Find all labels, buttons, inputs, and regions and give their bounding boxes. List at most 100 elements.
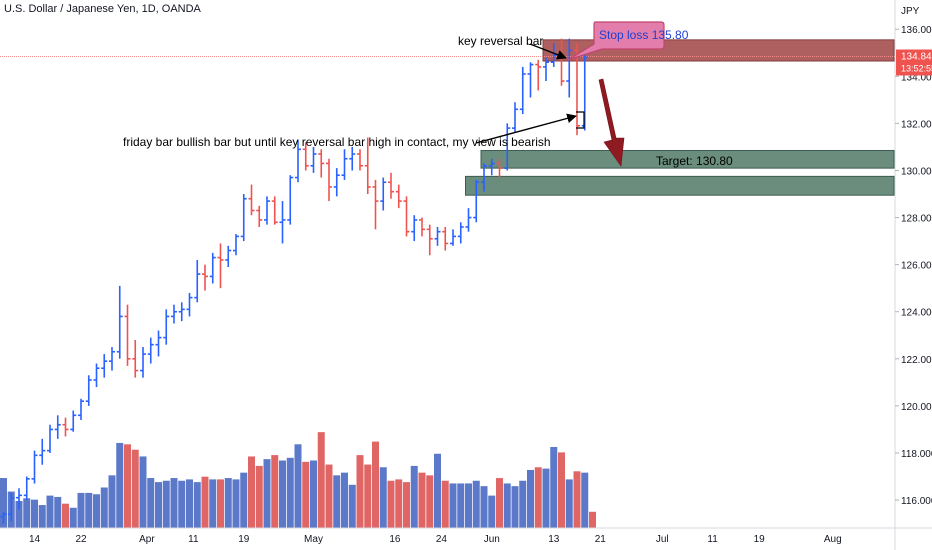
volume-bar bbox=[232, 479, 240, 528]
ohlc-bar bbox=[411, 215, 418, 242]
ohlc-bar bbox=[326, 158, 332, 202]
zones bbox=[465, 39, 895, 196]
ohlc-bar bbox=[395, 184, 402, 209]
volume-bar bbox=[511, 486, 519, 528]
last-price-value: 134.842 bbox=[901, 52, 932, 63]
volume-bar bbox=[333, 475, 341, 528]
y-tick-label: 116.000 bbox=[901, 496, 932, 507]
volume-bar bbox=[534, 467, 542, 528]
target-label: Target: 130.80 bbox=[656, 154, 733, 168]
y-tick-label: 130.000 bbox=[901, 166, 932, 177]
ohlc-bar bbox=[23, 476, 30, 501]
chart-title: U.S. Dollar / Japanese Yen, 1D, OANDA bbox=[4, 3, 201, 15]
ohlc-bar bbox=[0, 511, 7, 524]
ohlc-bar bbox=[39, 438, 46, 465]
zone-target bbox=[480, 149, 895, 169]
volume-bar bbox=[341, 472, 348, 528]
ohlc-bar bbox=[318, 149, 325, 178]
volume-bar bbox=[93, 494, 100, 528]
volume-bar bbox=[62, 503, 69, 528]
x-tick-label: 24 bbox=[436, 534, 448, 545]
volume-bar bbox=[403, 482, 410, 528]
ohlc-bar bbox=[380, 177, 387, 211]
ohlc-bar bbox=[341, 149, 348, 180]
volume-bar bbox=[217, 479, 224, 528]
ohlc-bar bbox=[271, 196, 278, 225]
volume-bar bbox=[573, 471, 581, 528]
volume-bar bbox=[15, 501, 23, 528]
ohlc-bar bbox=[217, 243, 224, 289]
ohlc-bar bbox=[372, 179, 379, 230]
ohlc-bar bbox=[101, 354, 108, 378]
volume-bar bbox=[77, 492, 85, 528]
ohlc-bar bbox=[512, 102, 518, 133]
volume-bar bbox=[550, 447, 558, 528]
bar-countdown: 13:52:55 bbox=[901, 64, 932, 74]
volume-bar bbox=[589, 511, 596, 528]
y-tick-label: 132.000 bbox=[901, 119, 932, 130]
target-projection-arrow bbox=[598, 78, 625, 167]
ohlc-bar bbox=[256, 205, 263, 227]
y-tick-label: 126.000 bbox=[901, 261, 932, 272]
y-tick-label: 122.000 bbox=[901, 355, 932, 366]
volume-bar bbox=[124, 444, 131, 528]
volume-bar bbox=[426, 475, 434, 528]
volume-bar bbox=[519, 480, 527, 528]
volume-bar bbox=[46, 495, 54, 528]
ohlc-bar bbox=[287, 175, 294, 225]
volume-bar bbox=[170, 478, 178, 528]
key-reversal-arrow bbox=[529, 43, 567, 60]
volume-bar bbox=[418, 472, 426, 528]
volume-bar bbox=[441, 480, 449, 528]
ohlc-bar bbox=[310, 146, 317, 173]
ohlc-bar bbox=[581, 50, 588, 131]
stop-loss-label: Stop loss 135.80 bbox=[599, 28, 689, 42]
ohlc-bar bbox=[132, 339, 139, 378]
volume-bar bbox=[116, 442, 124, 528]
ohlc-bar bbox=[566, 38, 573, 98]
zone-target_lower bbox=[465, 175, 895, 196]
volume-bar bbox=[108, 475, 116, 528]
currency-label: JPY bbox=[901, 6, 920, 17]
ohlc-bar bbox=[93, 363, 100, 388]
ohlc-bar bbox=[140, 347, 146, 378]
ohlc-bar bbox=[225, 245, 232, 267]
price-series bbox=[0, 38, 588, 524]
ohlc-bar bbox=[574, 43, 580, 136]
volume-bar bbox=[279, 460, 286, 528]
ohlc-bar bbox=[302, 142, 309, 171]
ohlc-bar bbox=[264, 196, 270, 225]
volume-bar bbox=[0, 478, 7, 528]
volume-bar bbox=[581, 472, 589, 528]
ohlc-bar bbox=[31, 450, 38, 484]
volume-bar bbox=[379, 467, 387, 528]
ohlc-bar bbox=[155, 330, 162, 357]
volume-bar bbox=[356, 455, 364, 528]
x-tick-label: Apr bbox=[139, 534, 155, 545]
volume-bar bbox=[434, 453, 441, 528]
ohlc-bar bbox=[388, 172, 394, 199]
volume-bar bbox=[364, 464, 372, 528]
x-tick-label: Jul bbox=[656, 534, 669, 545]
volume-bar bbox=[131, 449, 139, 528]
volume-bar bbox=[488, 495, 496, 528]
ohlc-bar bbox=[124, 304, 131, 366]
volume-bar bbox=[100, 487, 108, 528]
volume-bar bbox=[147, 478, 155, 528]
volume-bar bbox=[286, 457, 294, 528]
volume-bar bbox=[372, 441, 379, 528]
ohlc-bar bbox=[47, 424, 53, 453]
volume-bar bbox=[294, 444, 302, 528]
ohlc-bar bbox=[333, 168, 340, 197]
ohlc-bar bbox=[186, 292, 193, 317]
volume-bar bbox=[395, 479, 403, 528]
volume-bar bbox=[85, 492, 93, 528]
volume-bar bbox=[480, 486, 488, 528]
volume-bar bbox=[38, 505, 46, 528]
x-tick-label: Jun bbox=[484, 534, 500, 545]
volume-bar bbox=[201, 476, 209, 528]
ohlc-bar bbox=[419, 217, 425, 237]
